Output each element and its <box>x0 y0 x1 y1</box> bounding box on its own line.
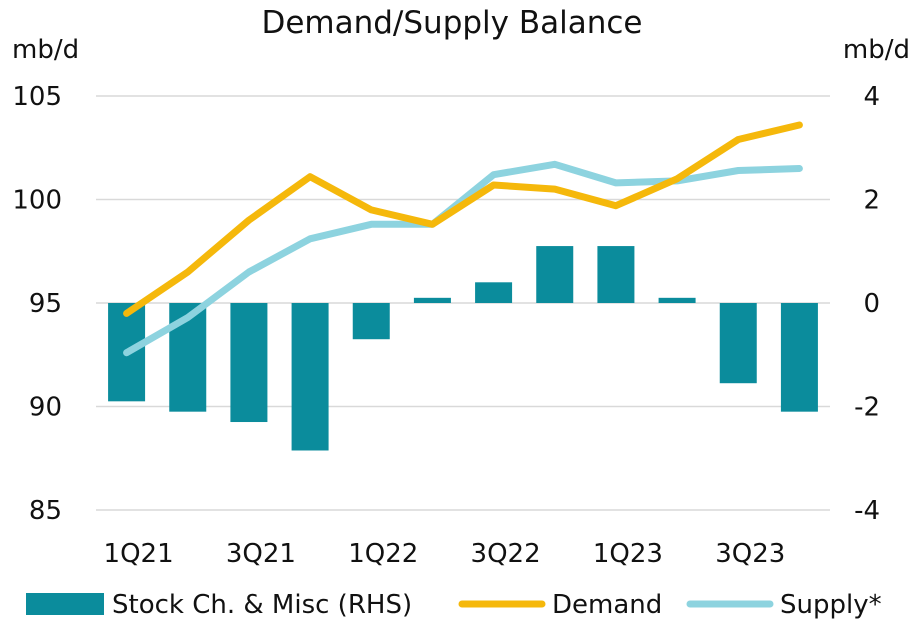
supply-line <box>123 160 803 357</box>
bar-4Q22 <box>536 246 574 303</box>
left-tick-label: 85 <box>29 496 62 526</box>
bar-3Q23 <box>719 303 757 384</box>
right-axis-ticks: 4 2 0 -2 -4 <box>854 82 880 526</box>
left-axis-ticks: 105 100 95 90 85 <box>12 82 62 526</box>
legend-label: Stock Ch. & Misc (RHS) <box>112 590 412 620</box>
bar-3Q22 <box>475 282 513 303</box>
left-tick-label: 100 <box>12 186 62 216</box>
left-tick-label: 90 <box>29 393 62 423</box>
right-tick-label: -4 <box>854 496 880 526</box>
right-tick-label: 0 <box>863 289 880 319</box>
right-tick-label: 4 <box>863 82 880 112</box>
x-tick-label: 3Q22 <box>471 539 541 569</box>
legend-swatch-bar <box>26 593 104 615</box>
line-series <box>123 121 803 357</box>
chart-title: Demand/Supply Balance <box>261 5 642 41</box>
bar-4Q23 <box>780 303 818 412</box>
x-tick-label: 1Q22 <box>348 539 418 569</box>
right-axis-unit: mb/d <box>843 35 910 65</box>
x-tick-label: 1Q21 <box>104 539 174 569</box>
x-tick-label: 3Q21 <box>226 539 296 569</box>
x-axis-ticks: 1Q21 3Q21 1Q22 3Q22 1Q23 3Q23 <box>104 539 786 569</box>
left-tick-label: 95 <box>29 289 62 319</box>
legend-label: Supply* <box>780 590 882 620</box>
left-axis-unit: mb/d <box>12 35 79 65</box>
bar-1Q22 <box>352 303 390 340</box>
x-tick-label: 1Q23 <box>593 539 663 569</box>
left-tick-label: 105 <box>12 82 62 112</box>
gridlines <box>96 95 830 511</box>
legend: Stock Ch. & Misc (RHS) Demand Supply* <box>26 590 882 620</box>
bar-2Q23 <box>658 297 696 303</box>
bar-2Q22 <box>413 297 451 303</box>
demandline <box>123 121 803 317</box>
stock-change-bars <box>108 246 818 451</box>
x-tick-label: 3Q23 <box>715 539 785 569</box>
bar-1Q23 <box>597 246 635 303</box>
right-tick-label: -2 <box>854 393 880 423</box>
bar-3Q21 <box>230 303 268 423</box>
bar-4Q21 <box>291 303 329 451</box>
right-tick-label: 2 <box>863 186 880 216</box>
legend-label: Demand <box>552 590 662 620</box>
